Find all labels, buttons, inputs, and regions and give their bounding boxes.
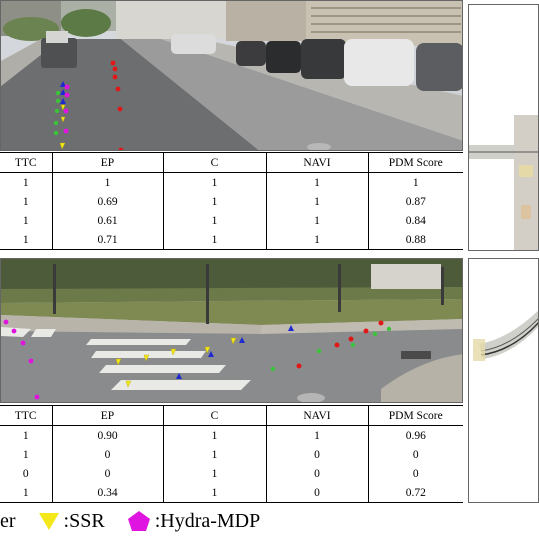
top-trajectory-yellow [59, 104, 66, 150]
top-trajectory-green [53, 90, 61, 136]
table-row: 1 1 1 1 1 [0, 172, 463, 192]
top-scene-image [1, 1, 462, 150]
cell: 1 [162, 483, 266, 503]
cell: 1 [22, 176, 29, 189]
cell: 1 [51, 172, 163, 192]
bottom-bev-map [468, 258, 539, 503]
magenta-pentagon-icon [127, 511, 150, 531]
legend-label-ssr: :SSR [63, 509, 105, 532]
cell: 0 [265, 483, 368, 503]
legend-item-ssr: :SSR [38, 510, 105, 533]
bottom-trajectory-green [270, 326, 392, 372]
legend-item-hydra: :Hydra-MDP [127, 509, 261, 533]
cell: 1 [162, 425, 266, 445]
cell: 1 [162, 192, 266, 211]
col-header-c: C [162, 405, 266, 426]
cell: 1 [162, 172, 266, 192]
cell: 0.90 [51, 425, 163, 445]
cell: 0 [265, 464, 368, 483]
cell: 1 [265, 192, 368, 211]
cell: 0 [367, 445, 463, 464]
table-row: 0 0 1 0 0 [0, 464, 463, 483]
bottom-trajectory-red [296, 320, 384, 369]
cell: 0 [51, 445, 163, 464]
bottom-metrics-table: TTC EP C NAVI PDM Score 1 0.90 1 1 0.96 … [0, 405, 463, 503]
col-header-navi: NAVI [265, 152, 368, 173]
cell: 1 [265, 425, 368, 445]
cell: 0.84 [367, 211, 463, 230]
table-row: 1 0.34 1 0 0.72 [0, 483, 463, 503]
cell: 0.69 [51, 192, 163, 211]
col-header-c: C [162, 152, 266, 173]
bottom-bev-drawing [473, 310, 538, 361]
table-row: 1 0.90 1 1 0.96 [0, 425, 463, 445]
cell: 1 [22, 429, 29, 442]
cell: 0 [367, 464, 463, 483]
cell: 1 [162, 445, 266, 464]
cell: 1 [367, 172, 463, 192]
top-bev-map [468, 4, 539, 251]
col-header-ep: EP [51, 152, 163, 173]
top-trajectory-magenta [63, 84, 70, 134]
cell: 1 [22, 195, 29, 208]
bottom-trajectory-blue [176, 325, 294, 379]
cell: 1 [22, 448, 29, 461]
bottom-trajectory-magenta [3, 319, 40, 400]
col-header-ttc: TTC [0, 152, 52, 173]
top-trajectory-red [110, 60, 124, 150]
col-header-ep: EP [51, 405, 163, 426]
cell: 1 [162, 230, 266, 250]
top-metrics-table: TTC EP C NAVI PDM Score 1 1 1 1 1 1 0.69… [0, 152, 463, 250]
bottom-trajectory-yellow [115, 337, 237, 388]
table-row: 1 0.71 1 1 0.88 [0, 230, 463, 250]
table-row: 1 0.61 1 1 0.84 [0, 211, 463, 230]
col-header-pdm: PDM Score [367, 152, 463, 173]
col-header-navi: NAVI [265, 405, 368, 426]
cell: 1 [265, 172, 368, 192]
legend-label-hydra: :Hydra-MDP [154, 509, 261, 532]
legend-label-1: er [0, 509, 16, 532]
top-bev-drawing [469, 115, 538, 250]
cell: 1 [162, 211, 266, 230]
bottom-scene-image [1, 259, 462, 402]
cell: 0.87 [367, 192, 463, 211]
cell: 1 [22, 214, 29, 227]
top-camera-view [0, 0, 463, 151]
top-trajectory-blue [60, 81, 66, 104]
table-header-row: TTC EP C NAVI PDM Score [0, 152, 463, 173]
cell: 0.88 [367, 230, 463, 250]
table-header-row: TTC EP C NAVI PDM Score [0, 405, 463, 426]
cell: 1 [162, 464, 266, 483]
cell: 0.96 [367, 425, 463, 445]
table-row: 1 0 1 0 0 [0, 445, 463, 464]
cell: 0.71 [51, 230, 163, 250]
col-header-ttc: TTC [0, 405, 52, 426]
yellow-triangle-icon [38, 513, 59, 530]
cell: 0 [265, 445, 368, 464]
legend: er :SSR :Hydra-MDP [0, 506, 282, 536]
cell: 0.61 [51, 211, 163, 230]
legend-item-1: er [0, 510, 16, 533]
bottom-camera-view [0, 258, 463, 403]
cell: 0 [22, 467, 29, 480]
cell: 1 [0, 483, 52, 503]
cell: 0.72 [367, 483, 463, 503]
cell: 0.34 [51, 483, 163, 503]
cell: 1 [265, 230, 368, 250]
table-row: 1 0.69 1 1 0.87 [0, 192, 463, 211]
cell: 1 [265, 211, 368, 230]
col-header-pdm: PDM Score [367, 405, 463, 426]
cell: 1 [0, 230, 52, 250]
cell: 0 [51, 464, 163, 483]
